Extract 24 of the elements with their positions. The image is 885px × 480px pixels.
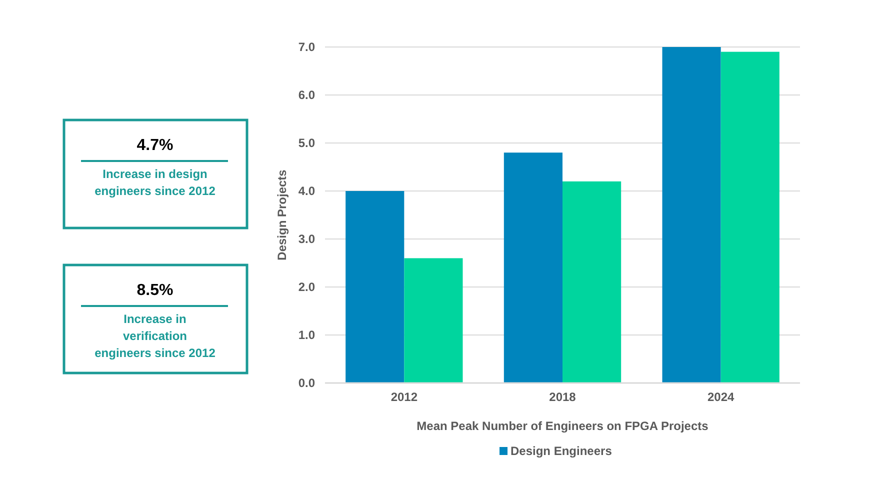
bar — [346, 191, 404, 383]
bar — [504, 152, 562, 383]
text: 8.5% — [136, 282, 174, 299]
bar — [720, 52, 780, 383]
x-tick-label: 2012 — [390, 390, 418, 404]
y-tick-label: 5.0 — [298, 136, 316, 150]
y-tick-label: 0.0 — [298, 376, 316, 390]
y-tick-label: 3.0 — [298, 232, 316, 246]
legend-label: Design Engineers — [510, 444, 612, 458]
y-tick-label: 6.0 — [298, 88, 316, 102]
bar — [562, 181, 622, 383]
bar — [404, 258, 463, 383]
text: 4.7% — [136, 137, 174, 154]
y-tick-label: 1.0 — [298, 328, 316, 342]
text: Increase in verification engineers since 2012 — [94, 312, 216, 360]
text: Increase in design engineers since 2012 — [94, 167, 216, 198]
y-tick-label: 7.0 — [298, 40, 316, 54]
y-tick-label: 4.0 — [298, 184, 316, 198]
x-tick-label: 2024 — [707, 390, 735, 404]
x-axis-title: Mean Peak Number of Engineers on FPGA Projects — [416, 419, 709, 433]
y-axis-title: Design Projects — [275, 169, 289, 260]
x-tick-label: 2018 — [549, 390, 576, 404]
bar — [662, 47, 721, 383]
y-tick-label: 2.0 — [298, 280, 316, 294]
